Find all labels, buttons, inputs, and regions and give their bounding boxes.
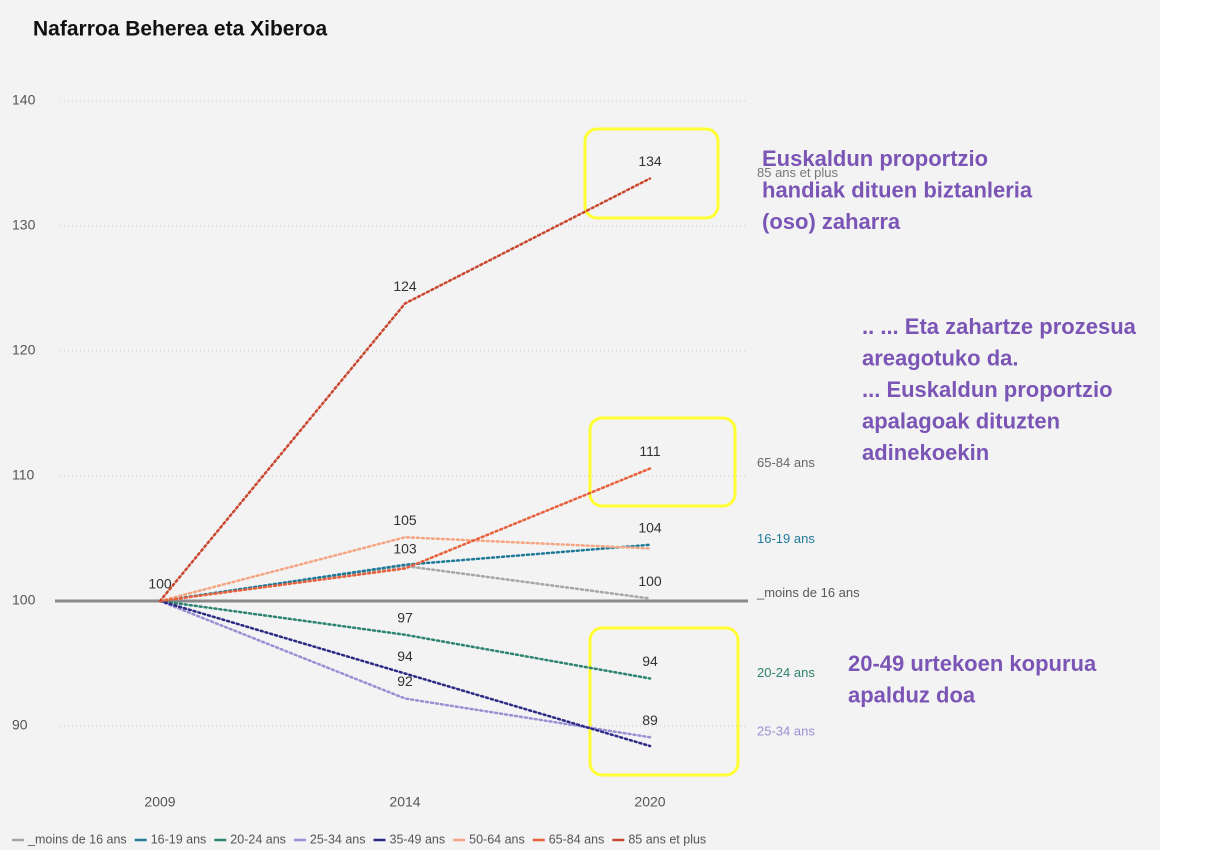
data-label: 103 (393, 541, 417, 557)
end-label: 65-84 ans (757, 455, 815, 470)
x-tick-label: 2009 (144, 794, 175, 810)
data-label: 94 (397, 648, 413, 664)
data-label: 111 (639, 443, 660, 459)
data-label: 104 (638, 519, 662, 535)
data-label: 97 (397, 609, 413, 625)
annotation: handiak dituen biztanleria (762, 177, 1033, 202)
x-tick-label: 2014 (389, 794, 420, 810)
annotation: apalduz doa (848, 682, 976, 707)
series-line (158, 535, 652, 603)
legend-label: _moins de 16 ans (27, 832, 127, 846)
annotation: 20-49 urtekoen kopurua (848, 651, 1097, 676)
series-line (158, 543, 652, 603)
data-label: 100 (148, 576, 172, 592)
annotation: apalagoak dituzten (862, 408, 1060, 433)
annotation: Euskaldun proportzio (762, 146, 988, 171)
x-tick-label: 2020 (634, 794, 665, 810)
highlight-box (588, 626, 740, 777)
data-label: 124 (393, 278, 417, 294)
end-label: 25-34 ans (757, 724, 815, 739)
data-label: 134 (638, 153, 662, 169)
data-label: 94 (642, 653, 658, 669)
annotation: adinekoekin (862, 440, 989, 465)
legend-label: 35-49 ans (390, 832, 446, 846)
series-line (158, 599, 652, 680)
y-tick-label: 90 (12, 717, 28, 733)
highlight-boxes (583, 127, 740, 777)
chart-title: Nafarroa Beherea eta Xiberoa (33, 18, 327, 41)
background (0, 0, 1160, 850)
data-label: 89 (642, 712, 658, 728)
legend-label: 50-64 ans (469, 832, 525, 846)
legend-label: 25-34 ans (310, 832, 366, 846)
series-line (158, 467, 652, 603)
legend-label: 85 ans et plus (628, 832, 706, 846)
end-label: _moins de 16 ans (756, 585, 860, 600)
y-tick-label: 130 (12, 217, 36, 233)
highlight-box (588, 416, 737, 508)
y-tick-label: 110 (12, 467, 35, 483)
annotation: areagotuko da. (862, 345, 1018, 370)
legend-label: 16-19 ans (151, 832, 207, 846)
y-tick-label: 120 (12, 342, 36, 358)
end-label: 16-19 ans (757, 531, 815, 546)
series-line (158, 599, 652, 748)
y-tick-label: 140 (12, 92, 36, 108)
data-label: 92 (397, 673, 413, 689)
end-label: 85 ans et plus (757, 165, 838, 180)
legend-label: 65-84 ans (549, 832, 605, 846)
data-label: 105 (393, 512, 417, 528)
highlight-box (583, 127, 720, 220)
legend-label: 20-24 ans (230, 832, 286, 846)
data-label: 100 (638, 573, 662, 589)
annotation: ... Euskaldun proportzio (862, 377, 1113, 402)
annotation: .. ... Eta zahartze prozesua (862, 314, 1137, 339)
annotation: (oso) zaharra (762, 209, 901, 234)
end-label: 20-24 ans (757, 665, 815, 680)
series-line (158, 599, 652, 739)
series-line (158, 177, 652, 603)
y-tick-label: 100 (12, 592, 36, 608)
